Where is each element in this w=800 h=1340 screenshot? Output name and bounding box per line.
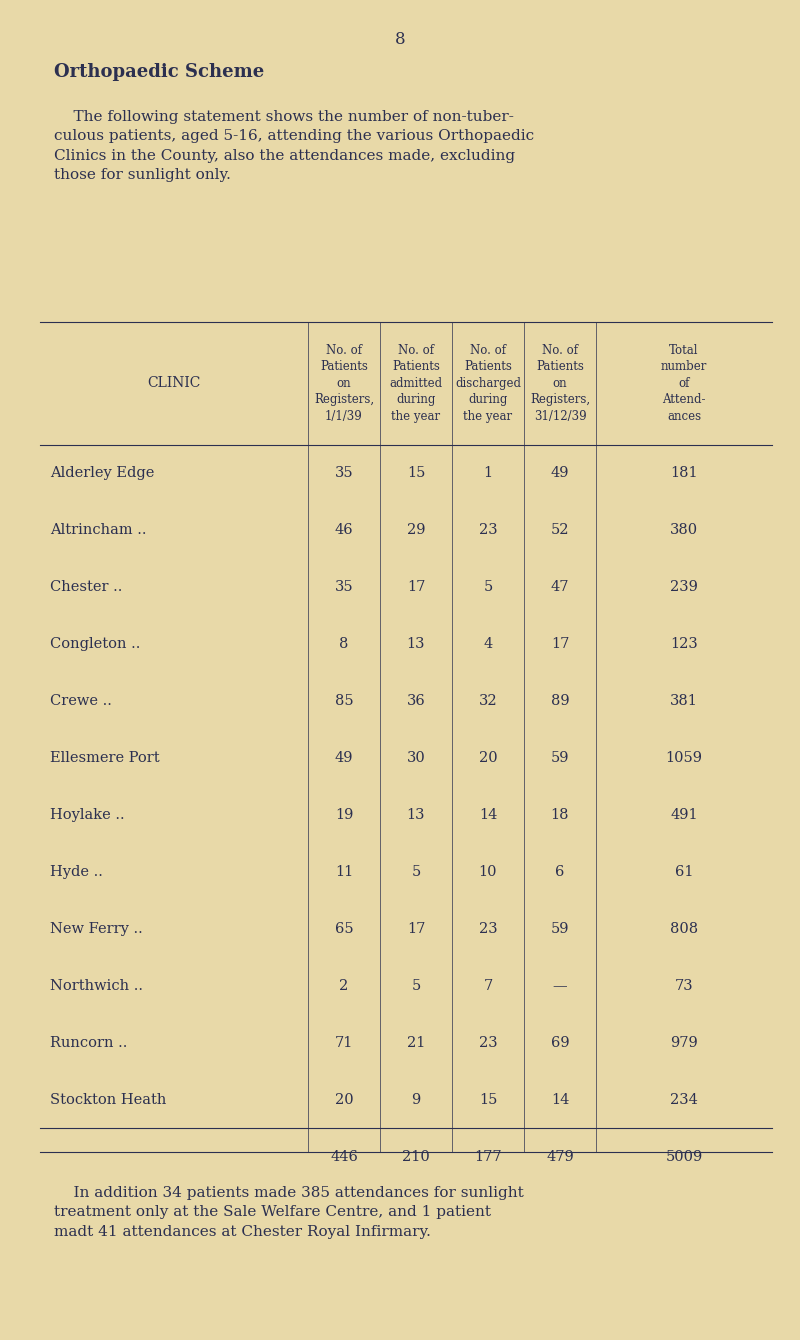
Text: 177: 177 [474,1150,502,1163]
Text: 47: 47 [550,580,570,594]
Text: 15: 15 [407,466,425,480]
Text: 17: 17 [407,580,425,594]
Text: 59: 59 [550,922,570,935]
Text: 13: 13 [406,638,426,651]
Text: Ellesmere Port: Ellesmere Port [50,752,159,765]
Text: Hoylake ..: Hoylake .. [50,808,124,821]
Text: 181: 181 [670,466,698,480]
Text: 29: 29 [406,524,426,537]
Text: 4: 4 [483,638,493,651]
Text: 59: 59 [550,752,570,765]
Text: 89: 89 [550,694,570,708]
Text: Alderley Edge: Alderley Edge [50,466,154,480]
Text: 35: 35 [334,580,354,594]
Text: Crewe ..: Crewe .. [50,694,111,708]
Text: 30: 30 [406,752,426,765]
Text: New Ferry ..: New Ferry .. [50,922,142,935]
Text: 49: 49 [550,466,570,480]
Text: 7: 7 [483,980,493,993]
Text: 49: 49 [334,752,354,765]
Text: 23: 23 [478,922,498,935]
Text: Runcorn ..: Runcorn .. [50,1036,127,1049]
Text: 8: 8 [394,31,406,48]
Text: 36: 36 [406,694,426,708]
Text: No. of
Patients
on
Registers,
31/12/39: No. of Patients on Registers, 31/12/39 [530,344,590,422]
Text: 52: 52 [550,524,570,537]
Text: 446: 446 [330,1150,358,1163]
Text: Total
number
of
Attend-
ances: Total number of Attend- ances [661,344,707,422]
Text: Chester ..: Chester .. [50,580,122,594]
Text: 21: 21 [407,1036,425,1049]
Text: 10: 10 [478,866,498,879]
Text: 46: 46 [334,524,354,537]
Text: 1: 1 [483,466,493,480]
Text: 65: 65 [334,922,354,935]
Text: 20: 20 [334,1093,354,1107]
Text: 23: 23 [478,524,498,537]
Text: 491: 491 [670,808,698,821]
Text: CLINIC: CLINIC [147,377,201,390]
Text: In addition 34 patients made 385 attendances for sunlight
treatment only at the : In addition 34 patients made 385 attenda… [54,1186,524,1240]
Text: 6: 6 [555,866,565,879]
Text: 32: 32 [478,694,498,708]
Text: 123: 123 [670,638,698,651]
Text: 979: 979 [670,1036,698,1049]
Text: —: — [553,980,567,993]
Text: 5: 5 [411,980,421,993]
Text: 69: 69 [550,1036,570,1049]
Text: The following statement shows the number of non-tuber-
culous patients, aged 5-1: The following statement shows the number… [54,110,534,182]
Text: 2: 2 [339,980,349,993]
Text: 380: 380 [670,524,698,537]
Text: Northwich ..: Northwich .. [50,980,142,993]
Text: 73: 73 [674,980,694,993]
Text: 14: 14 [479,808,497,821]
Text: No. of
Patients
on
Registers,
1/1/39: No. of Patients on Registers, 1/1/39 [314,344,374,422]
Text: 8: 8 [339,638,349,651]
Text: 5: 5 [411,866,421,879]
Text: 9: 9 [411,1093,421,1107]
Text: 85: 85 [334,694,354,708]
Text: 18: 18 [550,808,570,821]
Text: 61: 61 [674,866,694,879]
Text: 35: 35 [334,466,354,480]
Text: 381: 381 [670,694,698,708]
Text: 808: 808 [670,922,698,935]
Text: 17: 17 [407,922,425,935]
Text: No. of
Patients
discharged
during
the year: No. of Patients discharged during the ye… [455,344,521,422]
Text: Altrincham ..: Altrincham .. [50,524,146,537]
Text: Orthopaedic Scheme: Orthopaedic Scheme [54,63,265,80]
Text: 14: 14 [551,1093,569,1107]
Text: 15: 15 [479,1093,497,1107]
Text: 17: 17 [551,638,569,651]
Text: Hyde ..: Hyde .. [50,866,102,879]
Text: 239: 239 [670,580,698,594]
Text: 71: 71 [335,1036,353,1049]
Text: Stockton Heath: Stockton Heath [50,1093,166,1107]
Text: 210: 210 [402,1150,430,1163]
Text: 23: 23 [478,1036,498,1049]
Text: 234: 234 [670,1093,698,1107]
Text: 5: 5 [483,580,493,594]
Text: 13: 13 [406,808,426,821]
Text: 1059: 1059 [666,752,702,765]
Text: Congleton ..: Congleton .. [50,638,140,651]
Text: No. of
Patients
admitted
during
the year: No. of Patients admitted during the year [390,344,442,422]
Text: 19: 19 [335,808,353,821]
Text: 11: 11 [335,866,353,879]
Text: 20: 20 [478,752,498,765]
Text: 5009: 5009 [666,1150,702,1163]
Text: 479: 479 [546,1150,574,1163]
